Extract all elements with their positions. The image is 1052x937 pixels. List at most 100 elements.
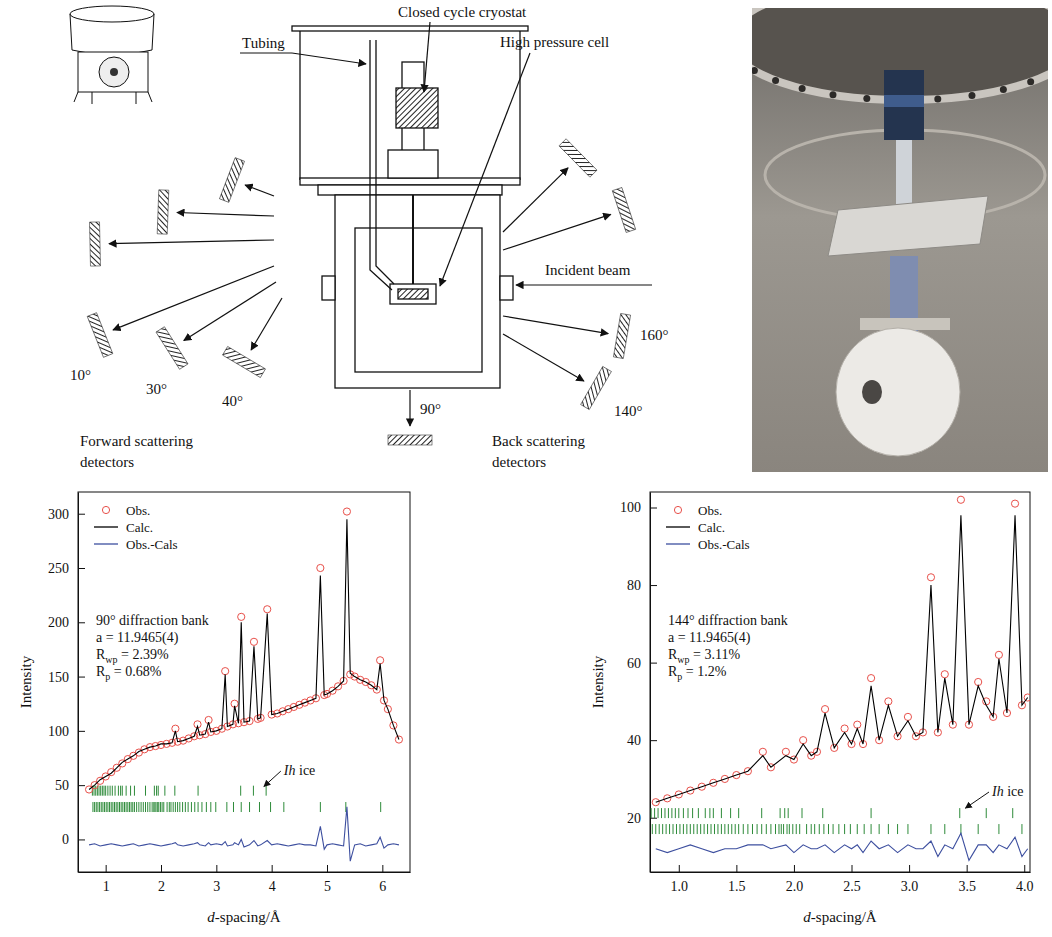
reflection-tick bbox=[170, 802, 171, 812]
phase-label-part: ice bbox=[1004, 784, 1024, 799]
phase-label-part: ice bbox=[296, 763, 316, 778]
diagram-label: 160° bbox=[640, 327, 669, 343]
reflection-tick bbox=[780, 808, 781, 818]
reflection-tick bbox=[185, 802, 186, 812]
obs-point bbox=[264, 606, 271, 613]
instrument-diagram: TubingClosed cycle cryostatHigh pressure… bbox=[70, 4, 669, 470]
x-tick-label: 4 bbox=[269, 879, 276, 894]
reflection-tick bbox=[879, 824, 880, 834]
y-tick-mark bbox=[78, 622, 85, 623]
reflection-tick bbox=[320, 802, 321, 812]
calc-line bbox=[89, 519, 399, 789]
reflection-tick bbox=[697, 824, 698, 834]
photo-plate bbox=[828, 196, 988, 256]
detector bbox=[581, 366, 612, 409]
x-tick: 1.0 bbox=[671, 865, 689, 894]
legend-label: Calc. bbox=[698, 520, 725, 535]
diagram-label: 140° bbox=[614, 403, 643, 419]
reflection-tick bbox=[664, 808, 665, 818]
sketch-leg bbox=[92, 92, 93, 104]
reflection-tick bbox=[669, 824, 670, 834]
x-tick-mark bbox=[794, 865, 795, 872]
y-tick-label: 300 bbox=[48, 507, 69, 522]
reflection-tick bbox=[249, 802, 250, 812]
y-tick-mark bbox=[78, 839, 85, 840]
obs-point bbox=[222, 668, 229, 675]
sketch-leg bbox=[74, 92, 78, 102]
obs-points bbox=[85, 508, 402, 793]
reflection-tick bbox=[131, 802, 132, 812]
cold-finger bbox=[412, 195, 414, 284]
y-tick-mark bbox=[78, 785, 85, 786]
reflection-tick bbox=[787, 824, 788, 834]
diagram-label: detectors bbox=[80, 454, 134, 470]
reflection-tick bbox=[160, 802, 161, 812]
reflection-tick bbox=[233, 802, 234, 812]
reflection-tick bbox=[156, 786, 157, 796]
legend-marker bbox=[674, 506, 681, 513]
legend-line bbox=[666, 543, 690, 544]
x-tick: 3 bbox=[213, 865, 220, 894]
x-tick: 4 bbox=[269, 865, 276, 894]
x-tick-label: 4.0 bbox=[1016, 879, 1034, 894]
reflection-tick bbox=[747, 824, 748, 834]
diagram-label: High pressure cell bbox=[500, 34, 609, 50]
figure-canvas: TubingClosed cycle cryostatHigh pressure… bbox=[0, 0, 1052, 937]
y-tick: 300 bbox=[48, 507, 85, 522]
reflection-tick bbox=[717, 824, 718, 834]
reflection-tick bbox=[134, 786, 135, 796]
photo-cryostat bbox=[884, 70, 924, 140]
obs-point bbox=[995, 651, 1002, 658]
diagram-label: 90° bbox=[420, 401, 441, 417]
arrow bbox=[503, 316, 608, 334]
x-tick-mark bbox=[327, 865, 328, 872]
reflection-tick bbox=[789, 824, 790, 834]
obs-point bbox=[821, 706, 828, 713]
reflection-tick bbox=[198, 802, 199, 812]
legend-line bbox=[666, 526, 690, 527]
x-axis-line bbox=[651, 872, 1031, 873]
x-tick: 4.0 bbox=[1016, 865, 1034, 894]
reflection-tick bbox=[198, 786, 199, 796]
reflection-tick bbox=[713, 808, 714, 818]
annotation-part: = 0.68% bbox=[110, 664, 161, 679]
pressure-cell bbox=[390, 284, 436, 304]
annotation-part: 90° diffraction bank bbox=[96, 613, 209, 628]
reflection-tick bbox=[1012, 808, 1013, 818]
diagram-label: Incident beam bbox=[545, 262, 631, 278]
reflection-tick bbox=[145, 802, 146, 812]
x-tick: 5 bbox=[324, 865, 331, 894]
reflection-tick bbox=[95, 786, 96, 796]
reflection-tick bbox=[138, 802, 139, 812]
annotation: a = 11.9465(4) bbox=[96, 630, 179, 646]
reflection-tick bbox=[761, 808, 762, 818]
reflection-tick bbox=[659, 824, 660, 834]
reflection-tick bbox=[107, 786, 108, 796]
reflection-tick bbox=[838, 824, 839, 834]
y-tick: 20 bbox=[627, 811, 657, 826]
reflection-tick bbox=[121, 802, 122, 812]
photo bbox=[752, 8, 1048, 472]
arrow bbox=[440, 53, 530, 286]
y-tick-label: 100 bbox=[48, 724, 69, 739]
sketch-frame bbox=[78, 52, 148, 92]
x-tick-label: 1.0 bbox=[671, 879, 689, 894]
annotation-part: = 2.39% bbox=[118, 647, 169, 662]
reflection-tick bbox=[671, 808, 672, 818]
reflection-tick bbox=[735, 824, 736, 834]
detector bbox=[223, 346, 266, 377]
reflection-tick bbox=[253, 786, 254, 796]
y-tick-label: 20 bbox=[627, 811, 641, 826]
reflection-tick bbox=[126, 786, 127, 796]
reflection-tick bbox=[114, 802, 115, 812]
x-tick-label: 1.5 bbox=[728, 879, 746, 894]
reflection-tick bbox=[215, 802, 216, 812]
legend-item: Obs.-Cals bbox=[94, 537, 178, 552]
x-tick-mark bbox=[967, 865, 968, 872]
reflection-tick bbox=[738, 808, 739, 818]
y-axis-title: Intensity bbox=[18, 655, 34, 708]
y-tick-label: 100 bbox=[620, 500, 641, 515]
reflection-tick bbox=[102, 802, 103, 812]
detector bbox=[156, 327, 188, 370]
y-tick: 150 bbox=[48, 670, 85, 685]
